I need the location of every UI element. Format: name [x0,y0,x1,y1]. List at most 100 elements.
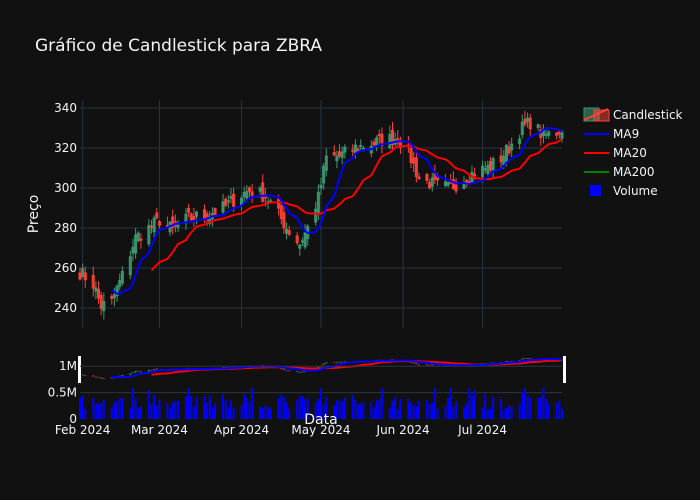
candle-body [149,225,154,228]
volume-bar [391,401,394,419]
volume-y-ticks: 0 0.5M 1M [48,359,77,426]
volume-bar [462,407,466,419]
slider-candle [139,371,142,373]
volume-bar [505,407,508,419]
slider-candle [288,370,291,372]
candle-body [277,198,281,209]
volume-bar [502,409,505,419]
price-tick-label: 320 [54,141,77,155]
chart-title: Gráfico de Candlestick para ZBRA [35,36,322,56]
volume-bar [341,401,344,419]
volume-bar [150,403,153,419]
volume-bar [375,400,378,419]
volume-bar [484,394,487,419]
slider-handle-right[interactable] [563,356,566,383]
legend-label: Volume [613,184,658,198]
candle-body [115,285,119,297]
x-axis-label: Data [304,412,337,428]
range-slider[interactable] [78,356,566,383]
volume-bar [81,395,84,419]
candle-body [377,133,381,137]
volume-bar [277,398,280,419]
volume-bar [288,408,291,419]
volume-bar [251,388,254,419]
candle-body [110,295,114,299]
price-tick-label: 260 [54,261,77,275]
volume-bar [261,408,264,419]
slider-candle [415,362,418,365]
candle-body [94,287,98,292]
slider-candle [510,360,513,362]
candle-body [303,232,307,248]
legend-item-candlestick[interactable]: Candlestick [583,107,683,122]
candle-body [221,201,225,213]
volume-bar [537,397,540,419]
candle-body [298,244,302,249]
legend-item-ma9[interactable]: MA9 [584,127,639,141]
slider-candle [97,376,100,378]
candle-body [343,146,347,153]
volume-bar [555,403,558,419]
slider-candle [92,375,95,377]
candle-body [91,274,95,289]
volume-bar [78,397,82,419]
x-tick-label: Mar 2024 [131,423,188,437]
x-tick-label: Jun 2024 [376,423,430,437]
volume-bar [547,403,550,419]
candle-body [232,193,236,207]
volume-tick-label: 0.5M [48,386,77,400]
volume-bar [129,408,132,419]
volume-bar [153,394,156,419]
volume-bar [139,406,142,419]
volume-bar [192,406,195,419]
candle-body [372,141,376,146]
volume-bar [325,396,328,419]
candle-body [285,228,289,234]
volume-bar [169,408,172,419]
volume-bar [240,405,243,419]
volume-bar [539,397,542,419]
slider-candle [102,378,105,380]
slider-handle-left[interactable] [78,356,81,383]
volume-bar [359,404,362,419]
candle-body [523,118,527,125]
candle-body [536,124,540,128]
volume-bar [269,408,272,419]
candle-body [134,234,138,254]
legend-item-ma200[interactable]: MA200 [584,165,654,179]
volume-bar [121,398,124,419]
volume-bar [492,397,495,419]
candle-body [436,176,440,181]
volume-bar [195,397,198,419]
volume-bar [304,399,307,419]
candle-body [388,134,392,149]
volume-bar [214,403,217,419]
volume-bar [229,400,232,419]
legend-label: Candlestick [613,108,683,122]
volume-bar [508,405,511,419]
volume-bar [394,397,397,419]
volume-bar [351,395,354,419]
volume-bar [447,397,450,419]
legend-item-volume[interactable]: Volume [590,184,658,198]
candle-body [425,174,429,181]
volume-bar [473,390,476,419]
ma20-line [150,138,563,272]
volume-bar [94,403,97,419]
volume-bar [338,400,341,419]
legend-item-ma20[interactable]: MA20 [584,146,647,160]
legend-label: MA200 [613,165,654,179]
candle-body [213,208,217,215]
candle-body [314,208,318,223]
candle-body [242,191,246,198]
candle-body [250,191,254,196]
slider-candle [529,358,532,360]
volume-bar [407,399,410,419]
candle-body [499,155,503,163]
candle-body [99,294,103,309]
legend[interactable]: Candlestick MA9 MA20 MA200 Volume [583,107,683,198]
candle-body [282,212,286,229]
x-tick-label: Apr 2024 [214,423,269,437]
candle-body [205,213,209,221]
volume-bar [116,401,119,419]
